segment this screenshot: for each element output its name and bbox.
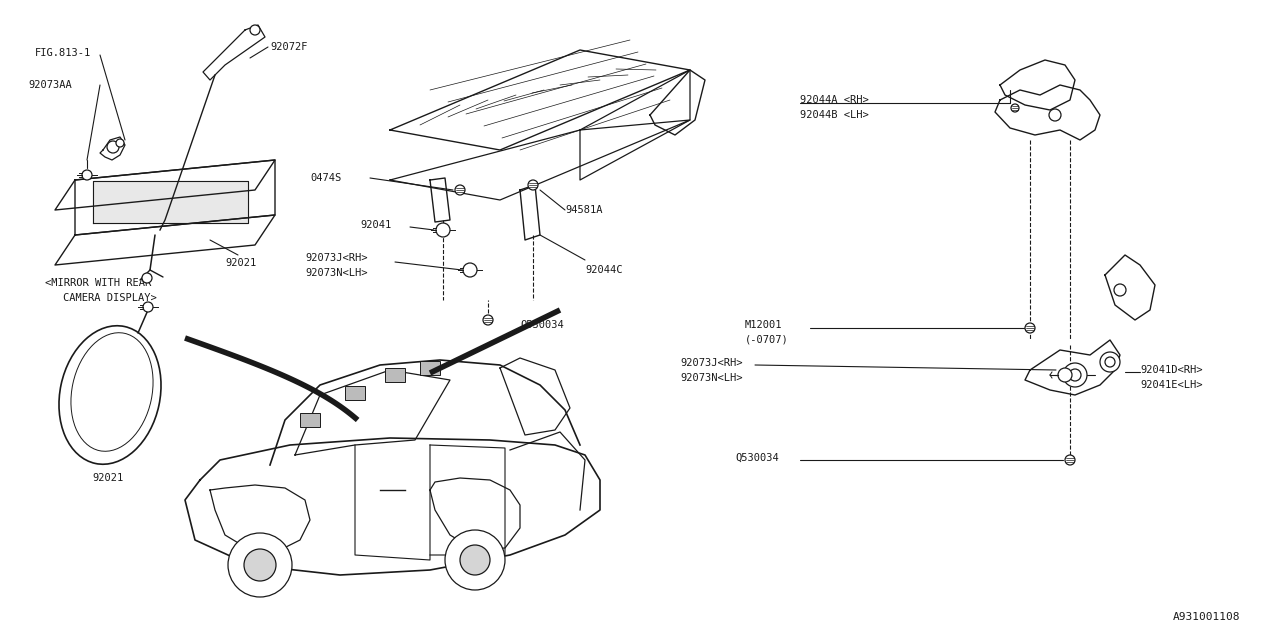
Circle shape xyxy=(1105,357,1115,367)
Polygon shape xyxy=(580,70,690,180)
Circle shape xyxy=(1062,363,1087,387)
Circle shape xyxy=(454,185,465,195)
Text: FIG.813-1: FIG.813-1 xyxy=(35,48,91,58)
Circle shape xyxy=(460,545,490,575)
Text: 92073N<LH>: 92073N<LH> xyxy=(305,268,367,278)
Bar xyxy=(346,386,365,400)
Text: 92073J<RH>: 92073J<RH> xyxy=(680,358,742,368)
Circle shape xyxy=(228,533,292,597)
Text: 92073AA: 92073AA xyxy=(28,80,72,90)
Text: 92072F: 92072F xyxy=(270,42,307,52)
Text: 92021: 92021 xyxy=(92,473,123,483)
Circle shape xyxy=(1100,352,1120,372)
Text: 92041: 92041 xyxy=(360,220,392,230)
Circle shape xyxy=(116,139,124,147)
Text: 92044C: 92044C xyxy=(585,265,622,275)
Polygon shape xyxy=(390,120,690,200)
Text: <MIRROR WITH REAR: <MIRROR WITH REAR xyxy=(45,278,151,288)
Polygon shape xyxy=(430,178,451,222)
Circle shape xyxy=(142,273,152,283)
Text: Q530034: Q530034 xyxy=(520,320,563,330)
Polygon shape xyxy=(100,137,125,160)
Polygon shape xyxy=(995,85,1100,140)
Polygon shape xyxy=(390,50,690,150)
Circle shape xyxy=(1011,104,1019,112)
Text: A931001108: A931001108 xyxy=(1172,612,1240,622)
Circle shape xyxy=(82,170,92,180)
Circle shape xyxy=(445,530,506,590)
Text: 94581A: 94581A xyxy=(564,205,603,215)
Circle shape xyxy=(143,302,154,312)
Circle shape xyxy=(108,141,119,153)
Polygon shape xyxy=(1000,60,1075,110)
Polygon shape xyxy=(520,185,540,240)
Bar xyxy=(385,368,404,382)
Text: 92021: 92021 xyxy=(225,258,256,268)
Text: 92073N<LH>: 92073N<LH> xyxy=(680,373,742,383)
Bar xyxy=(300,413,320,427)
Circle shape xyxy=(244,549,276,581)
Text: 92073J<RH>: 92073J<RH> xyxy=(305,253,367,263)
Circle shape xyxy=(1025,323,1036,333)
Polygon shape xyxy=(55,215,275,265)
Polygon shape xyxy=(186,438,600,575)
Text: 92041E<LH>: 92041E<LH> xyxy=(1140,380,1202,390)
Polygon shape xyxy=(1025,340,1120,395)
Text: CAMERA DISPLAY>: CAMERA DISPLAY> xyxy=(63,293,156,303)
Polygon shape xyxy=(1105,255,1155,320)
Polygon shape xyxy=(210,485,310,550)
Text: 92044B <LH>: 92044B <LH> xyxy=(800,110,869,120)
Polygon shape xyxy=(430,478,520,550)
Text: (-0707): (-0707) xyxy=(745,335,788,345)
Polygon shape xyxy=(55,160,275,210)
Circle shape xyxy=(1059,368,1073,382)
Circle shape xyxy=(1114,284,1126,296)
Circle shape xyxy=(250,25,260,35)
Text: 92044A <RH>: 92044A <RH> xyxy=(800,95,869,105)
Text: M12001: M12001 xyxy=(745,320,782,330)
Ellipse shape xyxy=(59,326,161,464)
Circle shape xyxy=(483,315,493,325)
Polygon shape xyxy=(270,360,580,465)
Bar xyxy=(420,361,440,375)
Polygon shape xyxy=(204,25,265,80)
Circle shape xyxy=(529,180,538,190)
Circle shape xyxy=(1069,369,1082,381)
Text: 92041D<RH>: 92041D<RH> xyxy=(1140,365,1202,375)
Polygon shape xyxy=(76,160,275,235)
Polygon shape xyxy=(650,70,705,135)
Circle shape xyxy=(436,223,451,237)
Circle shape xyxy=(1065,455,1075,465)
Ellipse shape xyxy=(70,333,154,451)
Circle shape xyxy=(1050,109,1061,121)
Text: Q530034: Q530034 xyxy=(735,453,778,463)
Polygon shape xyxy=(93,181,248,223)
Circle shape xyxy=(463,263,477,277)
Text: 0474S: 0474S xyxy=(310,173,342,183)
